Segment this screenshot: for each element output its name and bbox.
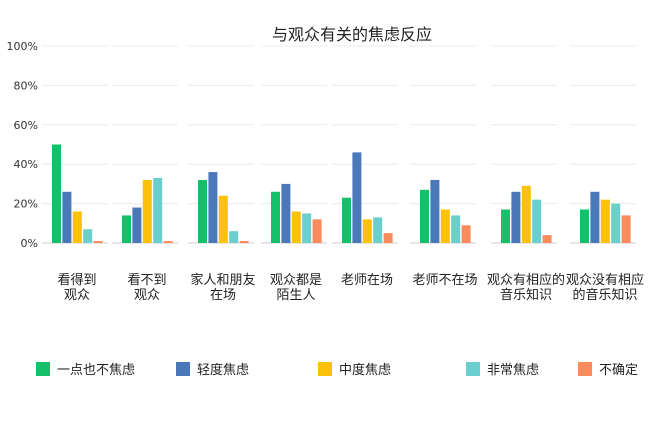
y-tick-label: 60% <box>14 119 38 132</box>
bar <box>440 209 450 243</box>
chart-title: 与观众有关的焦虑反应 <box>272 25 432 44</box>
bars <box>52 144 631 243</box>
legend-swatch <box>578 362 592 376</box>
bar <box>291 211 301 243</box>
bar <box>600 199 610 243</box>
legend-swatch <box>318 362 332 376</box>
legend-item: 不确定 <box>578 362 638 378</box>
legend: 一点也不焦虑 轻度焦虑 中度焦虑 非常焦虑 不确定 <box>36 362 638 378</box>
legend-swatch <box>36 362 50 376</box>
legend-item: 轻度焦虑 <box>176 362 249 378</box>
bar <box>430 179 440 243</box>
bar <box>72 211 82 243</box>
bar <box>521 185 531 243</box>
bar <box>420 189 429 243</box>
bar <box>52 144 61 243</box>
bar <box>93 241 103 243</box>
bar <box>511 191 521 243</box>
legend-swatch <box>176 362 190 376</box>
legend-label: 非常焦虑 <box>487 363 539 378</box>
bar <box>132 207 142 243</box>
legend-label: 不确定 <box>599 363 638 378</box>
bar <box>142 179 152 243</box>
x-tick-label: 家人和朋友在场 <box>190 272 255 303</box>
bar <box>580 209 589 243</box>
bar <box>362 219 372 243</box>
y-tick-label: 80% <box>14 79 38 92</box>
bar <box>83 229 93 243</box>
bar <box>163 241 173 243</box>
bar <box>342 197 351 243</box>
legend-label: 一点也不焦虑 <box>57 363 135 378</box>
x-tick-label: 看得到观众 <box>57 272 96 303</box>
x-tick-label: 观众没有相应的音乐知识 <box>566 272 644 303</box>
bar <box>218 195 228 243</box>
legend-swatch <box>466 362 480 376</box>
legend-label: 轻度焦虑 <box>197 362 249 378</box>
bar <box>373 217 383 243</box>
bar <box>122 215 131 243</box>
bar <box>501 209 510 243</box>
legend-label: 中度焦虑 <box>339 362 391 378</box>
bar <box>302 213 312 243</box>
y-axis: 0% 20% 40% 60% 80% 100% <box>7 40 38 250</box>
bar <box>621 215 631 243</box>
gridlines <box>42 45 636 244</box>
bar <box>461 225 471 243</box>
bar <box>383 233 393 243</box>
y-tick-label: 40% <box>14 158 38 171</box>
bar <box>229 231 239 243</box>
x-tick-label: 看不到观众 <box>127 272 166 303</box>
bar <box>281 183 291 243</box>
x-tick-label: 老师不在场 <box>412 273 477 288</box>
legend-item: 一点也不焦虑 <box>36 362 135 378</box>
bar <box>208 172 218 243</box>
y-tick-label: 20% <box>14 198 38 211</box>
bar <box>271 191 280 243</box>
x-tick-label: 老师在场 <box>341 273 393 288</box>
bar <box>611 203 621 243</box>
bar <box>198 179 207 243</box>
bar <box>239 241 249 243</box>
y-tick-label: 100% <box>7 40 38 53</box>
legend-item: 中度焦虑 <box>318 362 391 378</box>
bar <box>62 191 72 243</box>
bar <box>451 215 461 243</box>
legend-item: 非常焦虑 <box>466 362 539 378</box>
bar <box>153 177 163 243</box>
x-tick-label: 观众有相应的音乐知识 <box>487 272 565 303</box>
bar <box>542 235 552 243</box>
bar <box>312 219 322 243</box>
bar <box>532 199 542 243</box>
bar <box>590 191 600 243</box>
bar <box>352 152 362 243</box>
x-tick-label: 观众都是陌生人 <box>270 273 322 303</box>
y-tick-label: 0% <box>21 237 38 250</box>
